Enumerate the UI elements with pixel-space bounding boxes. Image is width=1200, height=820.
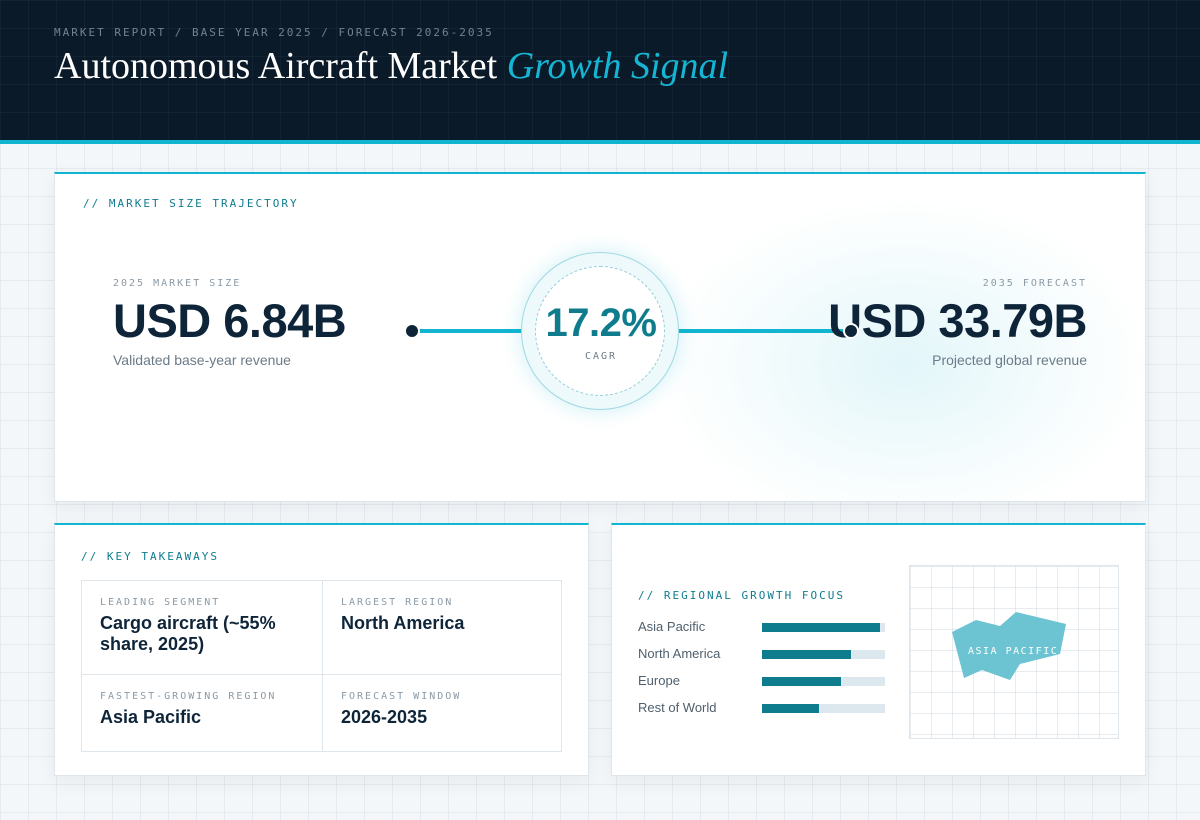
cagr-inner-ring: 17.2% CAGR (535, 266, 665, 396)
region-map: ASIA PACIFIC (909, 565, 1119, 739)
region-bar-track (762, 650, 885, 659)
takeaways-card-label: // KEY TAKEAWAYS (81, 550, 219, 563)
takeaway-value: North America (341, 613, 465, 633)
takeaway-value: 2026-2035 (341, 707, 428, 727)
title-main: Autonomous Aircraft Market (54, 45, 498, 87)
region-bar-row: Europe (638, 673, 886, 700)
page-title: Autonomous Aircraft Market Growth Signal (54, 44, 728, 88)
region-bar-fill (762, 677, 841, 686)
region-bar-row: North America (638, 646, 886, 673)
regional-growth-card: // REGIONAL GROWTH FOCUS Asia Pacific No… (611, 523, 1146, 776)
forecast-value: USD 33.79B (828, 294, 1087, 347)
takeaway-cell: FORECAST WINDOW 2026-2035 (322, 674, 562, 751)
region-bar-name: Rest of World (638, 700, 717, 715)
takeaway-value: Cargo aircraft (~55% share, 2025) (100, 613, 276, 654)
forecast-caption: 2035 FORECAST (982, 278, 1087, 289)
title-accent: Growth Signal (506, 45, 729, 87)
region-bar-fill (762, 623, 881, 632)
region-bar-list: Asia Pacific North America Europe Rest o… (638, 619, 886, 727)
takeaway-caption: FASTEST-GROWING REGION (100, 691, 277, 702)
base-year-caption: 2025 MARKET SIZE (113, 278, 242, 289)
region-bar-name: North America (638, 646, 721, 661)
cagr-badge: 17.2% CAGR (521, 252, 679, 410)
forecast-metric: 2035 FORECAST USD 33.79B Projected globa… (828, 278, 1087, 368)
takeaway-caption: LARGEST REGION (341, 597, 454, 608)
takeaway-caption: LEADING SEGMENT (100, 597, 221, 608)
region-bar-fill (762, 704, 819, 713)
region-bar-row: Rest of World (638, 700, 886, 727)
forecast-subtitle: Projected global revenue (932, 352, 1087, 368)
base-year-value: USD 6.84B (113, 294, 347, 347)
takeaway-caption: FORECAST WINDOW (341, 691, 462, 702)
trajectory-card-label: // MARKET SIZE TRAJECTORY (83, 197, 299, 210)
market-trajectory-card: // MARKET SIZE TRAJECTORY 2025 MARKET SI… (54, 172, 1146, 502)
region-bar-track (762, 677, 885, 686)
cagr-value: 17.2% (545, 301, 657, 345)
track-end-dot (843, 323, 859, 339)
takeaway-cell: FASTEST-GROWING REGION Asia Pacific (82, 674, 322, 751)
takeaway-value: Asia Pacific (100, 707, 202, 727)
takeaway-cell: LEADING SEGMENT Cargo aircraft (~55% sha… (82, 581, 322, 674)
report-eyebrow: MARKET REPORT / BASE YEAR 2025 / FORECAS… (54, 26, 494, 39)
takeaway-cell: LARGEST REGION North America (322, 581, 562, 674)
asia-pacific-map-shape (952, 612, 1066, 680)
regional-card-label: // REGIONAL GROWTH FOCUS (638, 589, 845, 602)
background-glow (655, 194, 1145, 501)
map-region-label: ASIA PACIFIC (968, 646, 1059, 657)
base-year-metric: 2025 MARKET SIZE USD 6.84B Validated bas… (113, 278, 347, 368)
region-bar-track (762, 623, 885, 632)
cagr-label: CAGR (584, 351, 618, 362)
region-bar-name: Europe (638, 673, 680, 688)
track-start-dot (404, 323, 420, 339)
region-bar-track (762, 704, 885, 713)
key-takeaways-card: // KEY TAKEAWAYS LEADING SEGMENT Cargo a… (54, 523, 589, 776)
region-bar-row: Asia Pacific (638, 619, 886, 646)
base-year-subtitle: Validated base-year revenue (113, 352, 291, 368)
region-bar-name: Asia Pacific (638, 619, 706, 634)
region-bar-fill (762, 650, 851, 659)
takeaways-grid: LEADING SEGMENT Cargo aircraft (~55% sha… (81, 580, 562, 752)
report-header: MARKET REPORT / BASE YEAR 2025 / FORECAS… (0, 0, 1200, 144)
